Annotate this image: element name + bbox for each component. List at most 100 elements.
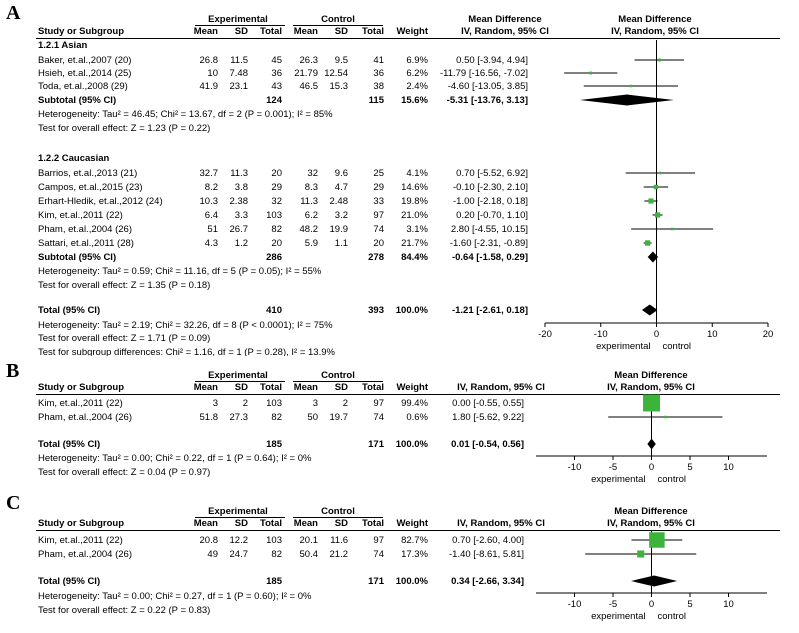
effect-square <box>629 84 633 88</box>
total-ctrl-total: 171 <box>368 439 384 450</box>
x-tick-label: -5 <box>609 599 617 610</box>
weight: 17.3% <box>401 549 428 560</box>
header-experimental: Experimental <box>208 506 268 517</box>
exp-total: 45 <box>271 55 282 66</box>
subtotal-exp-total: 124 <box>266 95 282 106</box>
total-label: Total (95% CI) <box>38 305 101 316</box>
effect-square <box>648 198 654 204</box>
header-exp-mean: Mean <box>193 382 218 393</box>
exp-mean: 51.8 <box>199 412 219 423</box>
header-weight: Weight <box>396 518 429 529</box>
exp-sd: 12.2 <box>229 535 249 546</box>
ctrl-sd: 9.5 <box>334 55 348 66</box>
forest-panel-c: C Experimental Control Mean Difference S… <box>0 492 799 633</box>
axis-right-label: control <box>658 474 687 485</box>
ci-text: 2.80 [-4.55, 10.15] <box>450 224 528 235</box>
subgroup-differences-text: Test for subgroup differences: Chi² = 1.… <box>38 347 335 356</box>
total-weight: 100.0% <box>395 439 428 450</box>
ctrl-mean: 26.3 <box>299 55 319 66</box>
exp-sd: 26.7 <box>229 224 249 235</box>
subgroup-title: 1.2.2 Caucasian <box>38 153 110 164</box>
ctrl-total: 97 <box>373 398 384 409</box>
header-control-rule <box>293 517 383 518</box>
weight: 99.4% <box>401 398 428 409</box>
x-tick-label: -5 <box>609 462 617 473</box>
weight: 2.4% <box>406 81 428 92</box>
ctrl-total: 97 <box>373 535 384 546</box>
exp-mean: 20.8 <box>199 535 219 546</box>
exp-total: 43 <box>271 81 282 92</box>
ctrl-sd: 9.6 <box>334 168 348 179</box>
header-md-plot-title: Mean Difference <box>614 506 688 517</box>
ctrl-mean: 21.79 <box>294 68 318 79</box>
study-name: Barrios, et.al.,2013 (21) <box>38 168 138 179</box>
x-tick-label: 5 <box>687 462 692 473</box>
heterogeneity-text: Heterogeneity: Tau² = 0.00; Chi² = 0.22,… <box>38 453 312 464</box>
header-md-sub: IV, Random, 95% CI <box>457 382 545 393</box>
forest-plot-b: -10 -5 0 5 10 experimental control <box>536 394 767 485</box>
header-exp-mean: Mean <box>193 518 218 529</box>
total-ci-text: 0.01 [-0.54, 0.56] <box>451 439 524 450</box>
ctrl-sd: 15.3 <box>329 81 349 92</box>
subgroup-title: 1.2.1 Asian <box>38 40 88 51</box>
total-ci-text: -1.21 [-2.61, 0.18] <box>451 305 528 316</box>
overall-effect-text: Test for overall effect: Z = 0.22 (P = 0… <box>38 605 211 616</box>
ctrl-mean: 11.3 <box>300 196 318 207</box>
subtotal-label: Subtotal (95% CI) <box>38 252 117 263</box>
header-ctrl-total: Total <box>362 382 384 393</box>
effect-square <box>649 532 665 548</box>
study-name: Baker, et.al.,2007 (20) <box>38 55 132 66</box>
subtotal-ctrl-total: 115 <box>368 95 384 106</box>
exp-sd: 24.7 <box>229 549 249 560</box>
ctrl-total: 33 <box>373 196 384 207</box>
x-tick-label: 10 <box>707 329 718 340</box>
header-experimental-rule <box>195 381 285 382</box>
header-control-rule <box>293 25 383 26</box>
exp-sd: 23.1 <box>229 81 249 92</box>
exp-sd: 3.8 <box>234 182 248 193</box>
weight: 0.6% <box>406 412 428 423</box>
x-tick-label: 0 <box>654 329 659 340</box>
overall-effect-text: Test for overall effect: Z = 1.35 (P = 0… <box>38 280 211 291</box>
weight: 19.8% <box>401 196 428 207</box>
forest-panel-a: A Experimental Control Mean Difference M… <box>6 2 780 356</box>
weight: 14.6% <box>401 182 428 193</box>
heterogeneity-text: Heterogeneity: Tau² = 2.19; Chi² = 32.26… <box>38 320 333 331</box>
total-weight: 100.0% <box>395 576 428 587</box>
exp-mean: 41.9 <box>199 81 219 92</box>
total-ctrl-total: 393 <box>368 305 384 316</box>
x-tick-label: -10 <box>568 599 582 610</box>
panel-label: B <box>6 360 20 382</box>
header-exp-sd: SD <box>234 382 248 393</box>
pooled-diamond <box>641 304 658 316</box>
axis-left-label: experimental <box>591 611 645 622</box>
x-tick-label: 10 <box>723 462 734 473</box>
study-name: Kim, et.al.,2011 (22) <box>38 398 123 409</box>
study-name: Pham, et.al.,2004 (26) <box>38 549 132 560</box>
total-label: Total (95% CI) <box>38 576 101 587</box>
exp-total: 82 <box>271 412 282 423</box>
header-control: Control <box>321 14 355 25</box>
total-label: Total (95% CI) <box>38 439 101 450</box>
ctrl-total: 74 <box>373 412 384 423</box>
header-experimental: Experimental <box>208 370 268 381</box>
ci-text: 0.20 [-0.70, 1.10] <box>456 210 528 221</box>
exp-mean: 3 <box>212 398 218 409</box>
ctrl-sd: 2 <box>342 398 348 409</box>
ci-text: -4.60 [-13.05, 3.85] <box>447 81 528 92</box>
ci-text: 0.70 [-5.52, 6.92] <box>456 168 528 179</box>
heterogeneity-text: Heterogeneity: Tau² = 0.59; Chi² = 11.16… <box>38 266 322 277</box>
exp-total: 82 <box>271 224 282 235</box>
exp-sd: 11.5 <box>230 55 248 66</box>
ctrl-mean: 20.1 <box>299 535 319 546</box>
ctrl-sd: 19.7 <box>329 412 349 423</box>
exp-sd: 2 <box>242 398 248 409</box>
header-md-sub: IV, Random, 95% CI <box>457 518 545 529</box>
axis-left-label: experimental <box>596 341 650 352</box>
effect-square <box>643 394 660 412</box>
exp-mean: 49 <box>207 549 218 560</box>
x-tick-label: -20 <box>538 329 552 340</box>
header-ctrl-sd: SD <box>334 382 348 393</box>
study-name: Pham, et.al.,2004 (26) <box>38 224 132 235</box>
pooled-diamond <box>647 251 659 263</box>
